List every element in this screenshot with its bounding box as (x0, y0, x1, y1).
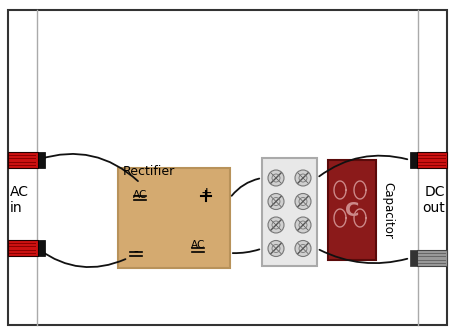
Bar (262, 158, 317, 266)
Bar (118, 168, 230, 268)
Bar (410, 250, 417, 266)
Bar (38, 240, 45, 256)
Bar (8, 240, 38, 256)
Circle shape (268, 217, 284, 233)
Text: Rectifier: Rectifier (123, 165, 175, 178)
Circle shape (268, 241, 284, 257)
Bar (410, 152, 417, 168)
Text: AC: AC (191, 240, 205, 250)
Bar (38, 152, 45, 168)
Text: +: + (200, 186, 212, 200)
Circle shape (295, 241, 311, 257)
Circle shape (268, 194, 284, 209)
Circle shape (295, 194, 311, 209)
Text: C: C (345, 201, 359, 219)
Bar (8, 152, 38, 168)
Circle shape (295, 170, 311, 186)
Bar (328, 160, 376, 260)
Circle shape (295, 217, 311, 233)
Circle shape (268, 170, 284, 186)
Text: AC: AC (133, 190, 147, 200)
Text: Capacitor: Capacitor (381, 182, 394, 239)
Bar (417, 250, 447, 266)
Text: -: - (134, 246, 138, 260)
Bar (417, 152, 447, 168)
Text: DC
out: DC out (422, 185, 445, 215)
Text: AC
in: AC in (10, 185, 29, 215)
